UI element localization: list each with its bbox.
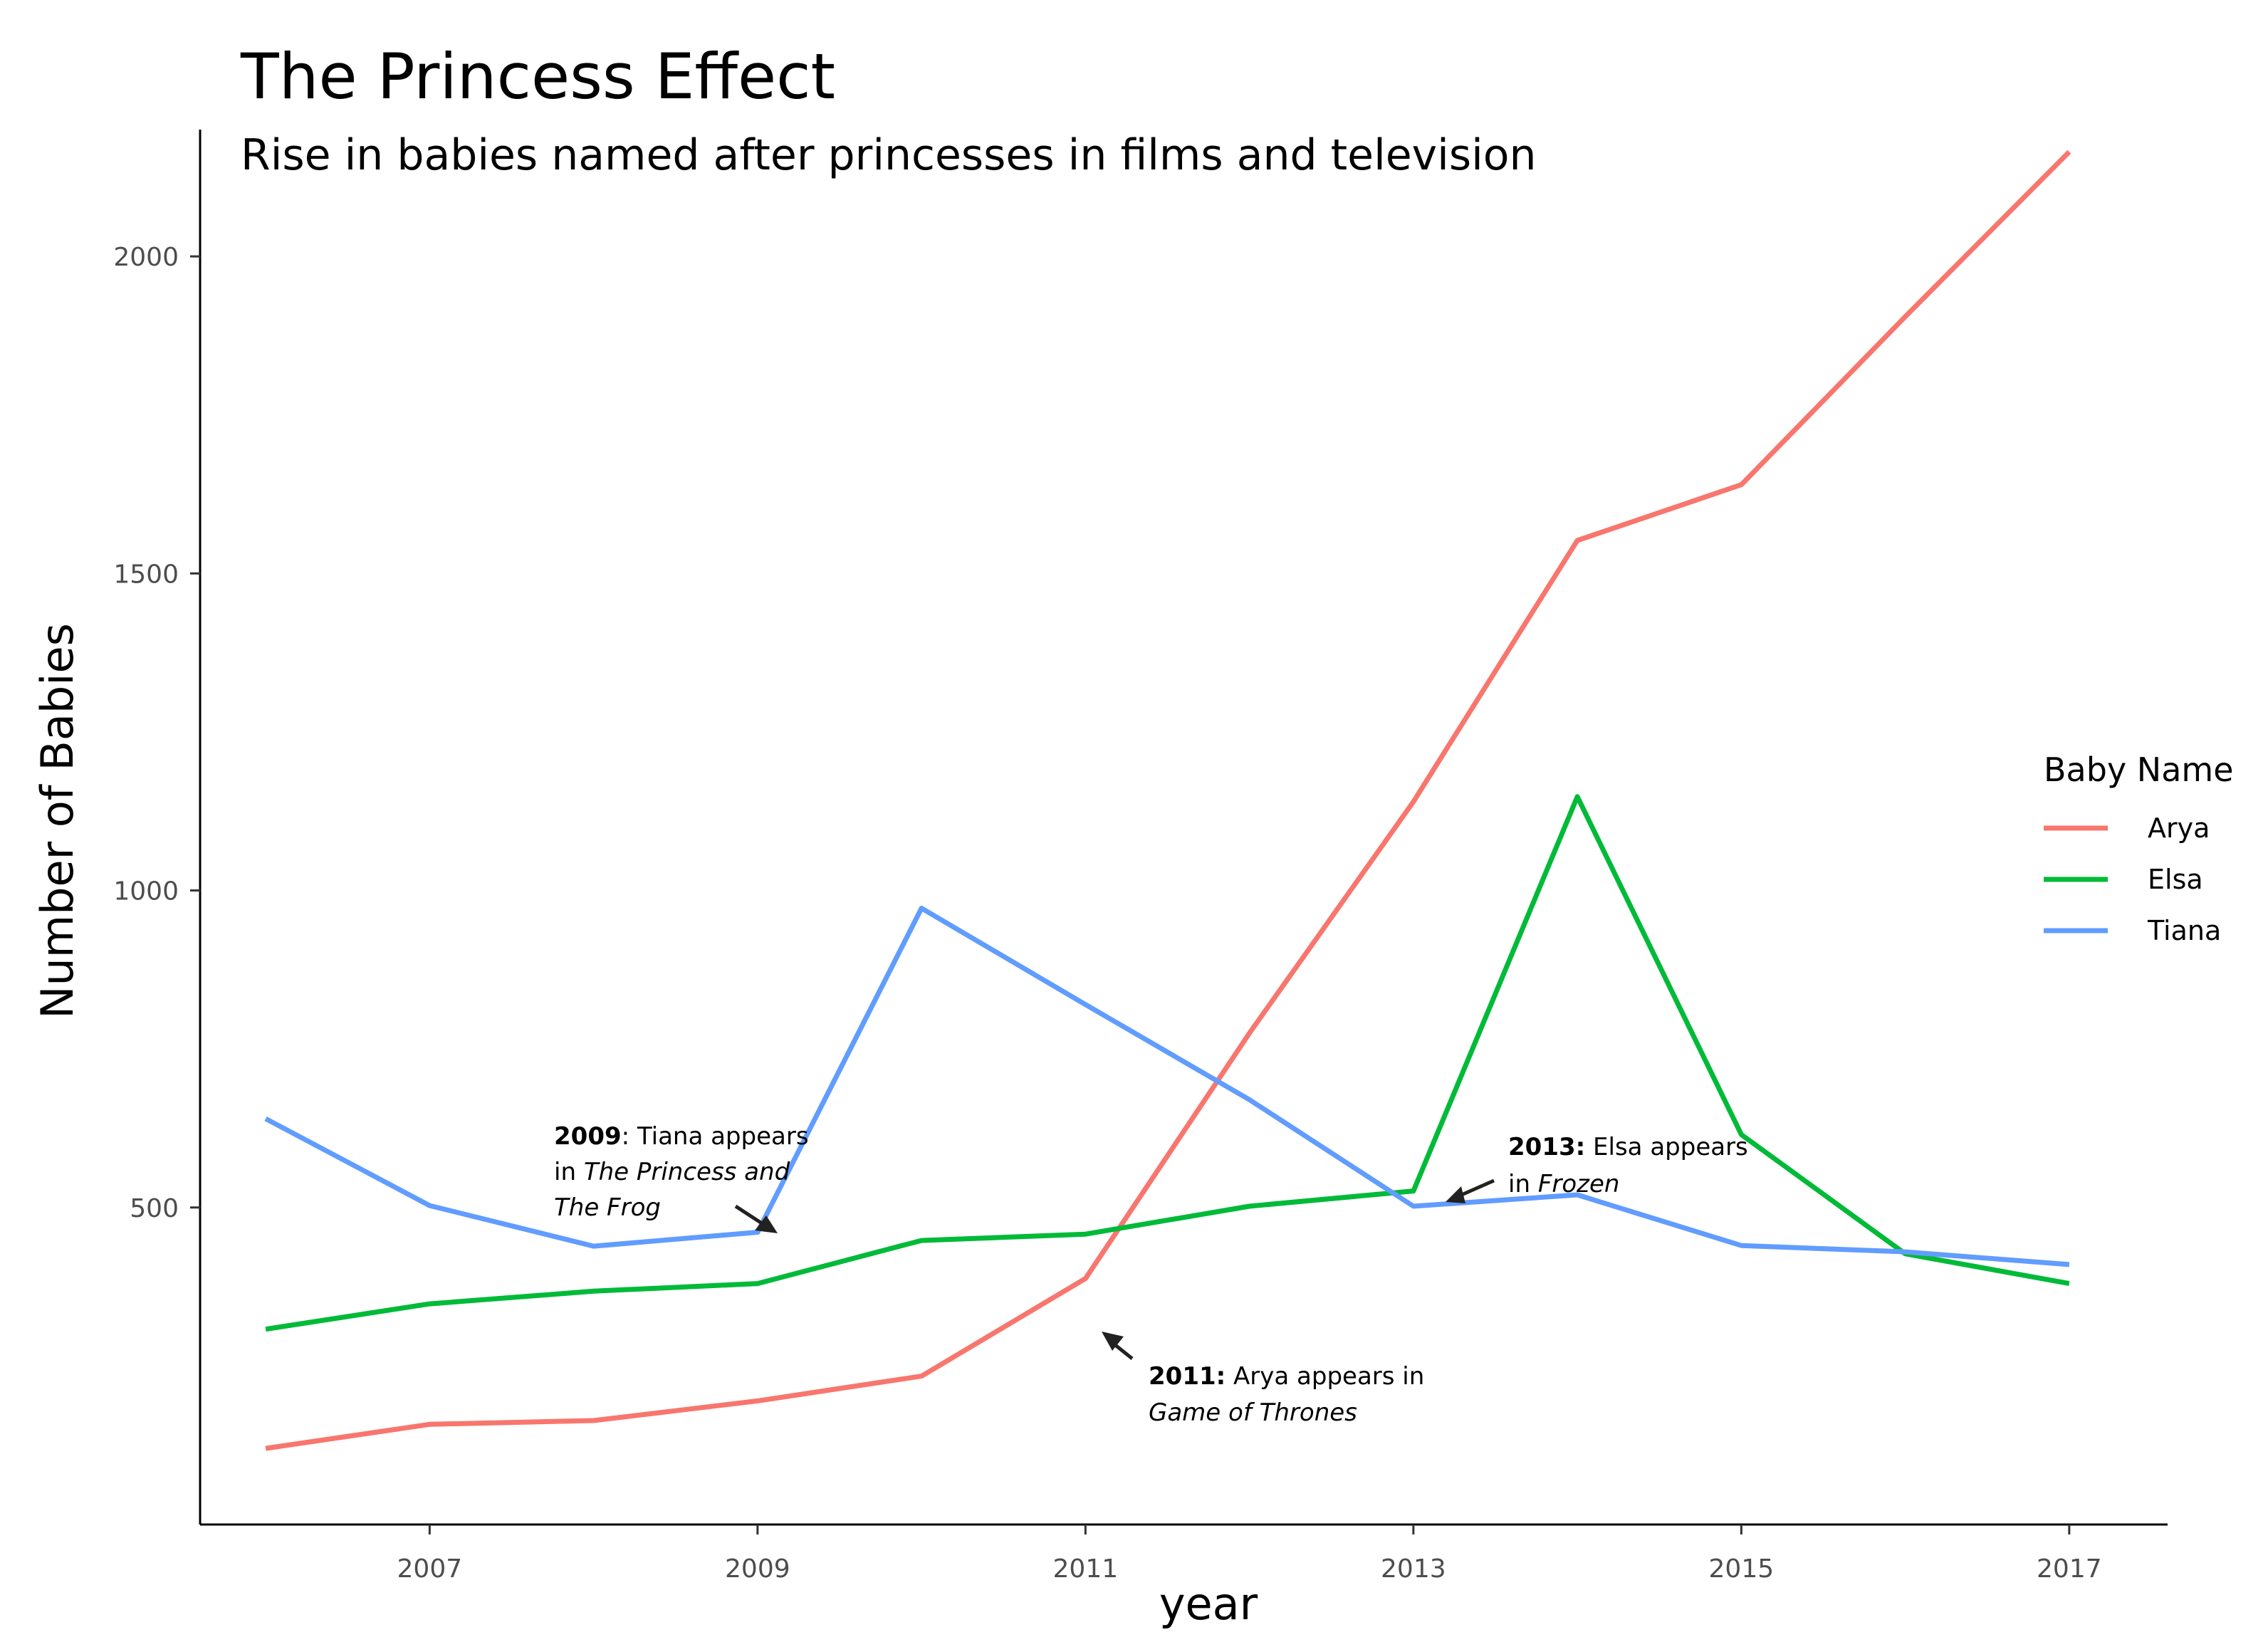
x-tick-label: 2011: [1053, 1554, 1119, 1584]
series-line-arya: [265, 150, 2071, 1451]
chart-title: The Princess Effect: [240, 40, 835, 113]
x-tick-label: 2013: [1381, 1554, 1446, 1584]
y-tick-label: 1000: [113, 877, 179, 906]
annotation-2009-line2b: The Princess and: [584, 1158, 790, 1186]
x-tick-label: 2009: [725, 1554, 790, 1584]
series-line-elsa: [265, 794, 2070, 1332]
y-axis-title: Number of Babies: [31, 623, 83, 1019]
svg-text:2013: Elsa appears: 2013: Elsa appears: [1508, 1133, 1748, 1161]
x-tick-label: 2017: [2037, 1554, 2102, 1584]
annotation-2011: 2011: Arya appears in Game of Thrones: [1102, 1332, 1424, 1427]
series-lines: [264, 150, 2071, 1451]
annotation-2009-line3: The Frog: [554, 1193, 661, 1222]
svg-text:Game of Thrones: Game of Thrones: [1149, 1398, 1357, 1427]
annotation-2011-line2: Game of Thrones: [1149, 1398, 1357, 1427]
annotation-2013-line1: Elsa appears: [1585, 1133, 1748, 1161]
legend-label-elsa: Elsa: [2148, 864, 2203, 895]
annotation-2009-bold: 2009: [554, 1122, 622, 1151]
annotation-2013: 2013: Elsa appears in Frozen: [1446, 1133, 1748, 1203]
annotation-2009-line2a: in: [554, 1158, 584, 1186]
x-tick-label: 2015: [1709, 1554, 1775, 1584]
y-tick-label: 500: [130, 1194, 179, 1223]
annotation-2011-arrowhead: [1102, 1332, 1124, 1351]
annotation-2011-line1: Arya appears in: [1226, 1362, 1424, 1391]
axis-ticks: 2007 2009 2011 2013 2015 2017 500 1000 1500 2000: [113, 243, 2101, 1584]
svg-text:2009: Tiana appears: 2009: Tiana appears: [554, 1122, 809, 1151]
annotation-2013-line2a: in: [1508, 1170, 1538, 1198]
annotation-2013-line2b: Frozen: [1538, 1170, 1620, 1198]
y-tick-label: 1500: [113, 560, 179, 589]
svg-text:The Frog: The Frog: [554, 1193, 661, 1222]
x-tick-label: 2007: [397, 1554, 463, 1584]
legend-title: Baby Name: [2044, 751, 2234, 789]
svg-text:in Frozen: in Frozen: [1508, 1170, 1619, 1198]
chart-subtitle: Rise in babies named after princesses in…: [241, 130, 1537, 180]
legend: Arya Elsa Tiana: [2044, 812, 2221, 946]
legend-label-arya: Arya: [2148, 812, 2210, 844]
annotation-2013-arrowhead: [1446, 1186, 1465, 1203]
annotation-2013-bold: 2013:: [1508, 1133, 1585, 1161]
annotation-2011-bold: 2011:: [1149, 1362, 1226, 1391]
annotation-2009-arrowhead: [755, 1215, 778, 1233]
legend-label-tiana: Tiana: [2147, 915, 2221, 946]
annotation-2009-line1: : Tiana appears: [622, 1122, 809, 1151]
series-line-tiana: [264, 906, 2070, 1267]
svg-text:in The Princess and: in The Princess and: [554, 1158, 790, 1186]
annotation-2013-arrow: [1457, 1178, 1495, 1198]
annotation-2009: 2009: Tiana appears in The Princess and …: [554, 1122, 809, 1233]
svg-text:2011: Arya appears in: 2011: Arya appears in: [1149, 1362, 1424, 1391]
x-axis-title: year: [1159, 1578, 1258, 1630]
y-tick-label: 2000: [113, 243, 179, 272]
